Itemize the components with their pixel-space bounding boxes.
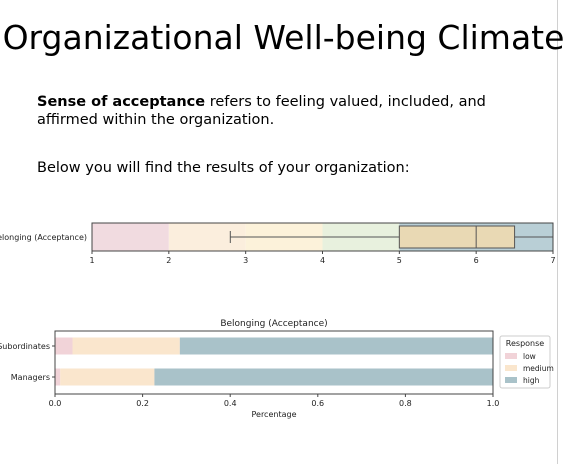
legend-swatch-low (505, 353, 517, 359)
legend-box (499, 335, 551, 389)
intro-text: Below you will find the results of your … (37, 160, 410, 176)
box-plot-tick-label-6: 6 (474, 256, 479, 265)
legend-label-high: high (523, 376, 540, 385)
bar-category-label-managers: Managers (11, 373, 50, 382)
legend-title: Response (506, 339, 545, 348)
definition-text: Sense of acceptance refers to feeling va… (37, 93, 537, 129)
bar-subordinates-medium (72, 337, 180, 355)
legend-swatch-high (505, 377, 517, 383)
bar-xtick-label-1.0: 1.0 (487, 399, 500, 408)
bar-managers-high (154, 368, 493, 386)
bar-chart-title: Belonging (Acceptance) (220, 319, 327, 329)
box-plot-tick-label-5: 5 (397, 256, 402, 265)
bar-subordinates-high (179, 337, 493, 355)
bar-category-label-subordinates: Subordinates (0, 342, 50, 351)
definition-term: Sense of acceptance (37, 94, 206, 110)
bar-xtick-label-0.4: 0.4 (224, 399, 237, 408)
legend-label-medium: medium (523, 364, 554, 373)
bar-xtick-label-0.6: 0.6 (311, 399, 324, 408)
bar-xlabel: Percentage (251, 410, 296, 419)
bar-managers-low (55, 368, 61, 386)
bar-subordinates-low (55, 337, 73, 355)
bar-managers-medium (60, 368, 155, 386)
definition-body: refers to feeling valued, included, and … (37, 94, 486, 128)
bar-xtick-label-0.8: 0.8 (399, 399, 412, 408)
box-plot-tick-label-2: 2 (166, 256, 171, 265)
box-iqr (398, 225, 516, 249)
page-title: Organizational Well-being Climate (2, 18, 565, 57)
box-plot-tick-label-4: 4 (320, 256, 325, 265)
box-plot-tick-label-1: 1 (89, 256, 94, 265)
box-plot-category-label: Belonging (Acceptance) (0, 233, 87, 242)
legend-swatch-medium (505, 365, 517, 371)
box-plot-tick-label-3: 3 (243, 256, 248, 265)
bar-xtick-label-0.0: 0.0 (49, 399, 62, 408)
box-plot-tick-label-7: 7 (550, 256, 555, 265)
bar-plot-frame (54, 330, 494, 395)
legend-label-low: low (523, 352, 536, 361)
bar-xtick-label-0.2: 0.2 (136, 399, 149, 408)
band-0 (92, 223, 169, 251)
